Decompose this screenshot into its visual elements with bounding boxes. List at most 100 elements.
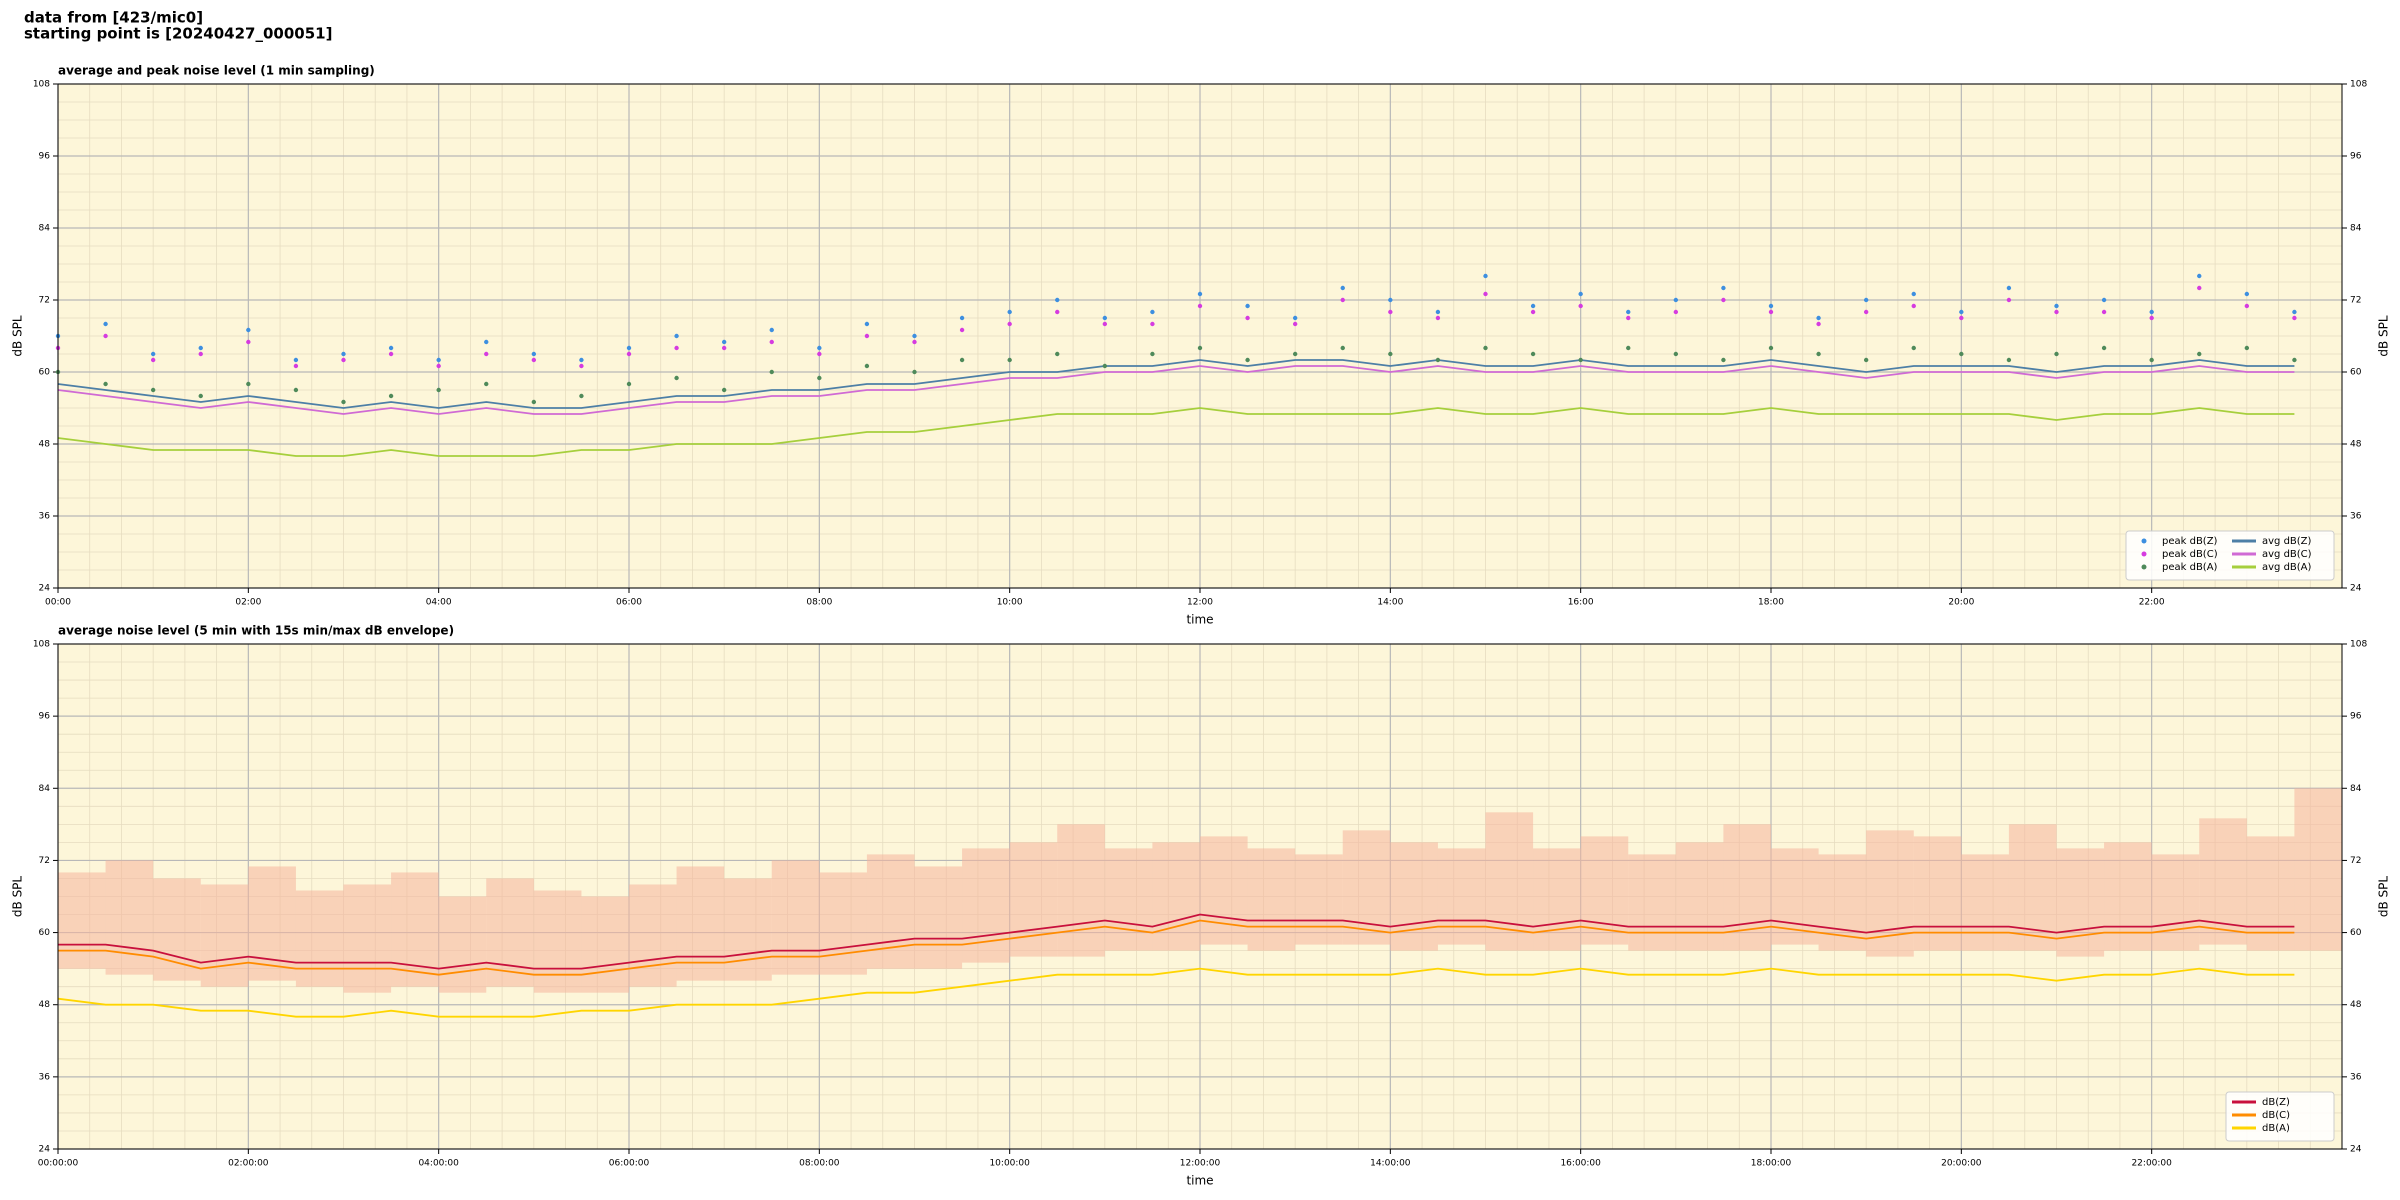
peak-point	[436, 387, 441, 393]
peak-point	[959, 357, 965, 363]
envelope-band	[676, 866, 725, 981]
envelope-band	[2151, 854, 2200, 951]
legend-label: dB(C)	[2262, 1110, 2290, 1121]
y-tick-label: 48	[39, 440, 51, 450]
peak-point	[246, 381, 251, 387]
peak-point	[1102, 315, 1108, 321]
peak-point	[2006, 297, 2012, 303]
peak-point	[769, 369, 774, 375]
series-line	[57, 365, 2295, 415]
peak-point	[1150, 309, 1155, 315]
peak-point	[674, 333, 679, 339]
peak-point	[2244, 303, 2250, 309]
x-tick-label: 20:00:00	[1941, 1159, 1982, 1169]
peak-point	[531, 351, 537, 357]
peak-point	[103, 381, 108, 387]
peak-point	[1816, 315, 1821, 321]
y2-tick-label: 96	[2350, 712, 2362, 722]
peak-point	[721, 387, 727, 393]
peak-point	[912, 333, 917, 339]
peak-point	[388, 345, 394, 351]
legend-label: dB(A)	[2262, 1123, 2290, 1134]
y-tick-label: 24	[39, 584, 51, 594]
peak-point	[198, 345, 203, 351]
envelope-band	[295, 890, 344, 987]
legend-label: avg dB(A)	[2262, 562, 2312, 573]
peak-point	[1721, 285, 1726, 291]
peak-point	[1055, 309, 1060, 315]
peak-point	[1626, 315, 1631, 321]
peak-point	[2244, 291, 2250, 297]
y2-axis-label: dB SPL	[2377, 876, 2391, 918]
x-tick-label: 12:00:00	[1180, 1159, 1221, 1169]
peak-point	[150, 387, 156, 393]
y2-tick-label: 60	[2350, 368, 2362, 378]
peak-point	[2054, 303, 2059, 309]
x-tick-label: 02:00	[235, 598, 261, 608]
y-tick-label: 36	[39, 1072, 51, 1082]
x-tick-label: 10:00	[997, 598, 1023, 608]
envelope-band	[1961, 854, 2009, 951]
x-tick-label: 18:00	[1758, 598, 1784, 608]
peak-point	[959, 327, 965, 333]
peak-point	[579, 393, 584, 399]
series-line	[57, 967, 2295, 1018]
header-line: data from [423/mic0]	[24, 9, 203, 27]
peak-point	[150, 351, 156, 357]
y2-tick-label: 84	[2350, 224, 2362, 234]
series-line	[57, 359, 2295, 409]
x-axis-label: time	[1186, 1174, 1213, 1188]
envelope-band	[1437, 848, 1486, 945]
peak-point	[1102, 363, 1108, 369]
peak-point	[817, 345, 822, 351]
y2-tick-label: 108	[2350, 80, 2367, 90]
envelope-band	[153, 878, 201, 981]
x-tick-label: 20:00	[1948, 598, 1974, 608]
peak-point	[1959, 315, 1964, 321]
envelope-band	[914, 866, 963, 969]
peak-point	[1530, 309, 1536, 315]
envelope-band	[200, 884, 249, 987]
y2-tick-label: 48	[2350, 440, 2362, 450]
peak-point	[1483, 345, 1488, 351]
peak-point	[1292, 321, 1298, 327]
peak-point	[1435, 309, 1441, 315]
peak-point	[2149, 357, 2154, 363]
peak-point	[1911, 303, 1916, 309]
peak-point	[1197, 303, 1203, 309]
peak-point	[626, 381, 632, 387]
peak-point	[341, 351, 346, 357]
peak-point	[1245, 357, 1250, 363]
peak-point	[1863, 309, 1869, 315]
y2-tick-label: 60	[2350, 928, 2362, 938]
peak-point	[1863, 297, 1869, 303]
legend-label: avg dB(C)	[2262, 549, 2312, 560]
peak-point	[2149, 309, 2154, 315]
peak-point	[1911, 345, 1916, 351]
envelope-band	[486, 878, 534, 987]
y-tick-label: 108	[33, 640, 50, 650]
peak-point	[103, 321, 108, 327]
peak-point	[1673, 297, 1679, 303]
y-axis-label: dB SPL	[11, 315, 25, 357]
peak-point	[1530, 303, 1536, 309]
peak-point	[721, 339, 727, 345]
peak-point	[1388, 297, 1393, 303]
peak-point	[1007, 309, 1012, 315]
peak-point	[1388, 351, 1393, 357]
peak-point	[388, 351, 394, 357]
peak-point	[2006, 285, 2012, 291]
y-tick-label: 96	[39, 152, 51, 162]
peak-point	[1959, 351, 1964, 357]
peak-point	[912, 369, 917, 375]
peak-point	[1435, 357, 1441, 363]
envelope-band	[1057, 824, 1105, 957]
peak-point	[2197, 351, 2202, 357]
x-tick-label: 00:00	[45, 598, 71, 608]
peak-point	[1245, 303, 1250, 309]
peak-point	[484, 351, 489, 357]
peak-point	[959, 315, 965, 321]
peak-point	[2197, 285, 2202, 291]
peak-point	[864, 333, 870, 339]
peak-point	[1816, 321, 1821, 327]
